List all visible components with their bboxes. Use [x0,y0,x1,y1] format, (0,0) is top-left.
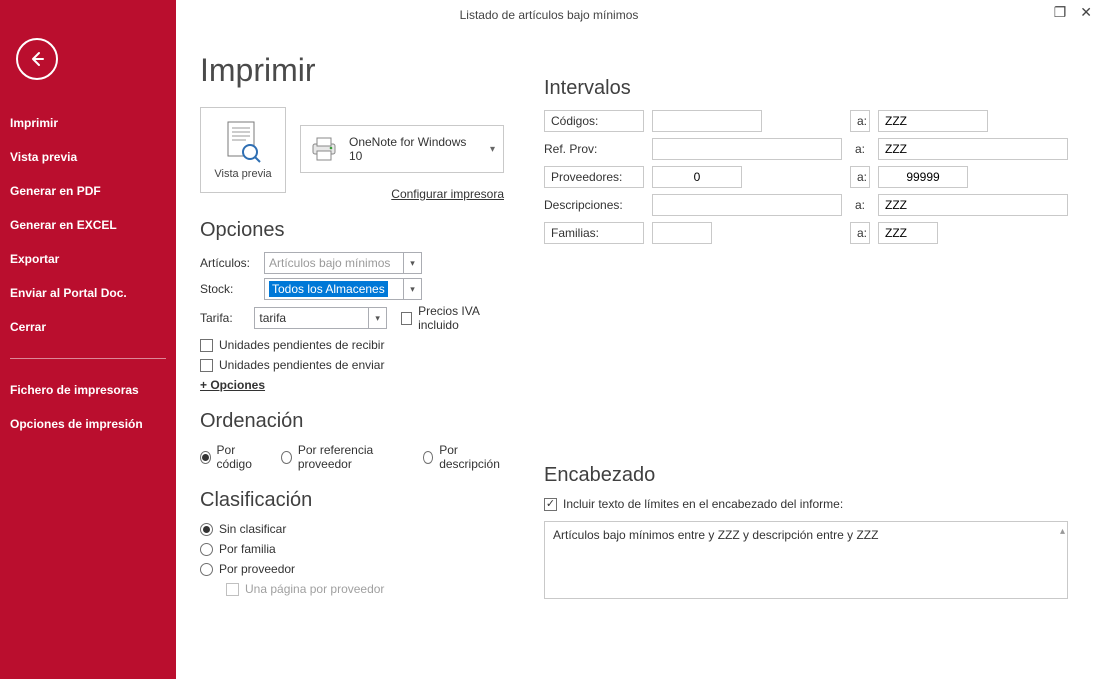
desc-from-input[interactable] [652,194,842,216]
recibir-label: Unidades pendientes de recibir [219,338,384,352]
refprov-from-input[interactable] [652,138,842,160]
sidebar-item-opciones-impresion[interactable]: Opciones de impresión [0,407,176,441]
sidebar-item-cerrar[interactable]: Cerrar [0,310,176,344]
printer-icon [309,136,339,162]
document-preview-icon [224,120,262,164]
sidebar: Imprimir Vista previa Generar en PDF Gen… [0,0,176,679]
codigos-to-input[interactable] [878,110,988,132]
radio-por-familia[interactable]: Por familia [200,542,504,556]
proveedores-label: Proveedores: [544,166,644,188]
sidebar-item-portal[interactable]: Enviar al Portal Doc. [0,276,176,310]
encabezado-textarea[interactable]: Artículos bajo mínimos entre y ZZZ y des… [544,521,1068,599]
mas-opciones-link[interactable]: + Opciones [200,378,504,392]
chevron-down-icon: ▾ [368,308,386,328]
sidebar-item-vista-previa[interactable]: Vista previa [0,140,176,174]
a-label: a: [850,222,870,244]
incluir-limites-checkbox[interactable] [544,498,557,511]
chevron-down-icon: ▾ [490,144,495,155]
sidebar-item-pdf[interactable]: Generar en PDF [0,174,176,208]
codigos-from-input[interactable] [652,110,762,132]
printer-select[interactable]: OneNote for Windows 10 ▾ [300,125,504,173]
tarifa-select[interactable]: tarifa ▾ [254,307,387,329]
printer-name: OneNote for Windows 10 [349,135,480,163]
window-restore-icon[interactable]: ❐ [1054,4,1067,21]
arrow-left-icon [27,49,47,69]
sidebar-item-excel[interactable]: Generar en EXCEL [0,208,176,242]
configurar-impresora-link[interactable]: Configurar impresora [300,187,504,201]
back-button[interactable] [16,38,58,80]
sidebar-separator [10,358,166,359]
ordenacion-title: Ordenación [200,410,504,433]
pagina-proveedor-label: Una página por proveedor [245,582,384,596]
a-label: a: [850,166,870,188]
radio-por-ref[interactable]: Por referencia proveedor [281,443,402,471]
prov-to-input[interactable] [878,166,968,188]
intervalos-title: Intervalos [544,77,1068,100]
stock-select[interactable]: Todos los Almacenes ▾ [264,278,422,300]
sidebar-item-exportar[interactable]: Exportar [0,242,176,276]
refprov-label: Ref. Prov: [544,142,644,156]
sidebar-item-imprimir[interactable]: Imprimir [0,106,176,140]
iva-checkbox[interactable] [401,312,412,325]
enviar-checkbox[interactable] [200,359,213,372]
a-label: a: [850,110,870,132]
prov-from-input[interactable] [652,166,742,188]
incluir-limites-label: Incluir texto de límites en el encabezad… [563,497,843,511]
articulos-label: Artículos: [200,256,256,270]
window-close-icon[interactable]: ✕ [1080,4,1092,21]
vista-previa-label: Vista previa [214,168,271,180]
articulos-select[interactable]: Artículos bajo mínimos ▾ [264,252,422,274]
tarifa-label: Tarifa: [200,311,246,325]
a-label: a: [850,142,870,156]
vista-previa-button[interactable]: Vista previa [200,107,286,193]
fam-from-input[interactable] [652,222,712,244]
enviar-label: Unidades pendientes de enviar [219,358,384,372]
a-label: a: [850,198,870,212]
iva-label: Precios IVA incluido [418,304,504,332]
radio-por-codigo[interactable]: Por código [200,443,261,471]
clasificacion-title: Clasificación [200,489,504,512]
radio-sin-clasificar[interactable]: Sin clasificar [200,522,504,536]
refprov-to-input[interactable] [878,138,1068,160]
sidebar-item-fichero[interactable]: Fichero de impresoras [0,373,176,407]
opciones-title: Opciones [200,219,504,242]
desc-to-input[interactable] [878,194,1068,216]
main-content: Imprimir Vista previa [176,30,1098,679]
codigos-label: Códigos: [544,110,644,132]
chevron-down-icon: ▾ [403,253,421,273]
window-title: Listado de artículos bajo mínimos [460,8,639,22]
pagina-proveedor-checkbox[interactable] [226,583,239,596]
fam-to-input[interactable] [878,222,938,244]
stock-label: Stock: [200,282,256,296]
descripciones-label: Descripciones: [544,198,644,212]
encabezado-title: Encabezado [544,464,1068,487]
recibir-checkbox[interactable] [200,339,213,352]
scroll-up-icon[interactable]: ▴ [1060,526,1065,537]
familias-label: Familias: [544,222,644,244]
radio-por-desc[interactable]: Por descripción [423,443,504,471]
chevron-down-icon: ▾ [403,279,421,299]
radio-por-proveedor[interactable]: Por proveedor [200,562,504,576]
